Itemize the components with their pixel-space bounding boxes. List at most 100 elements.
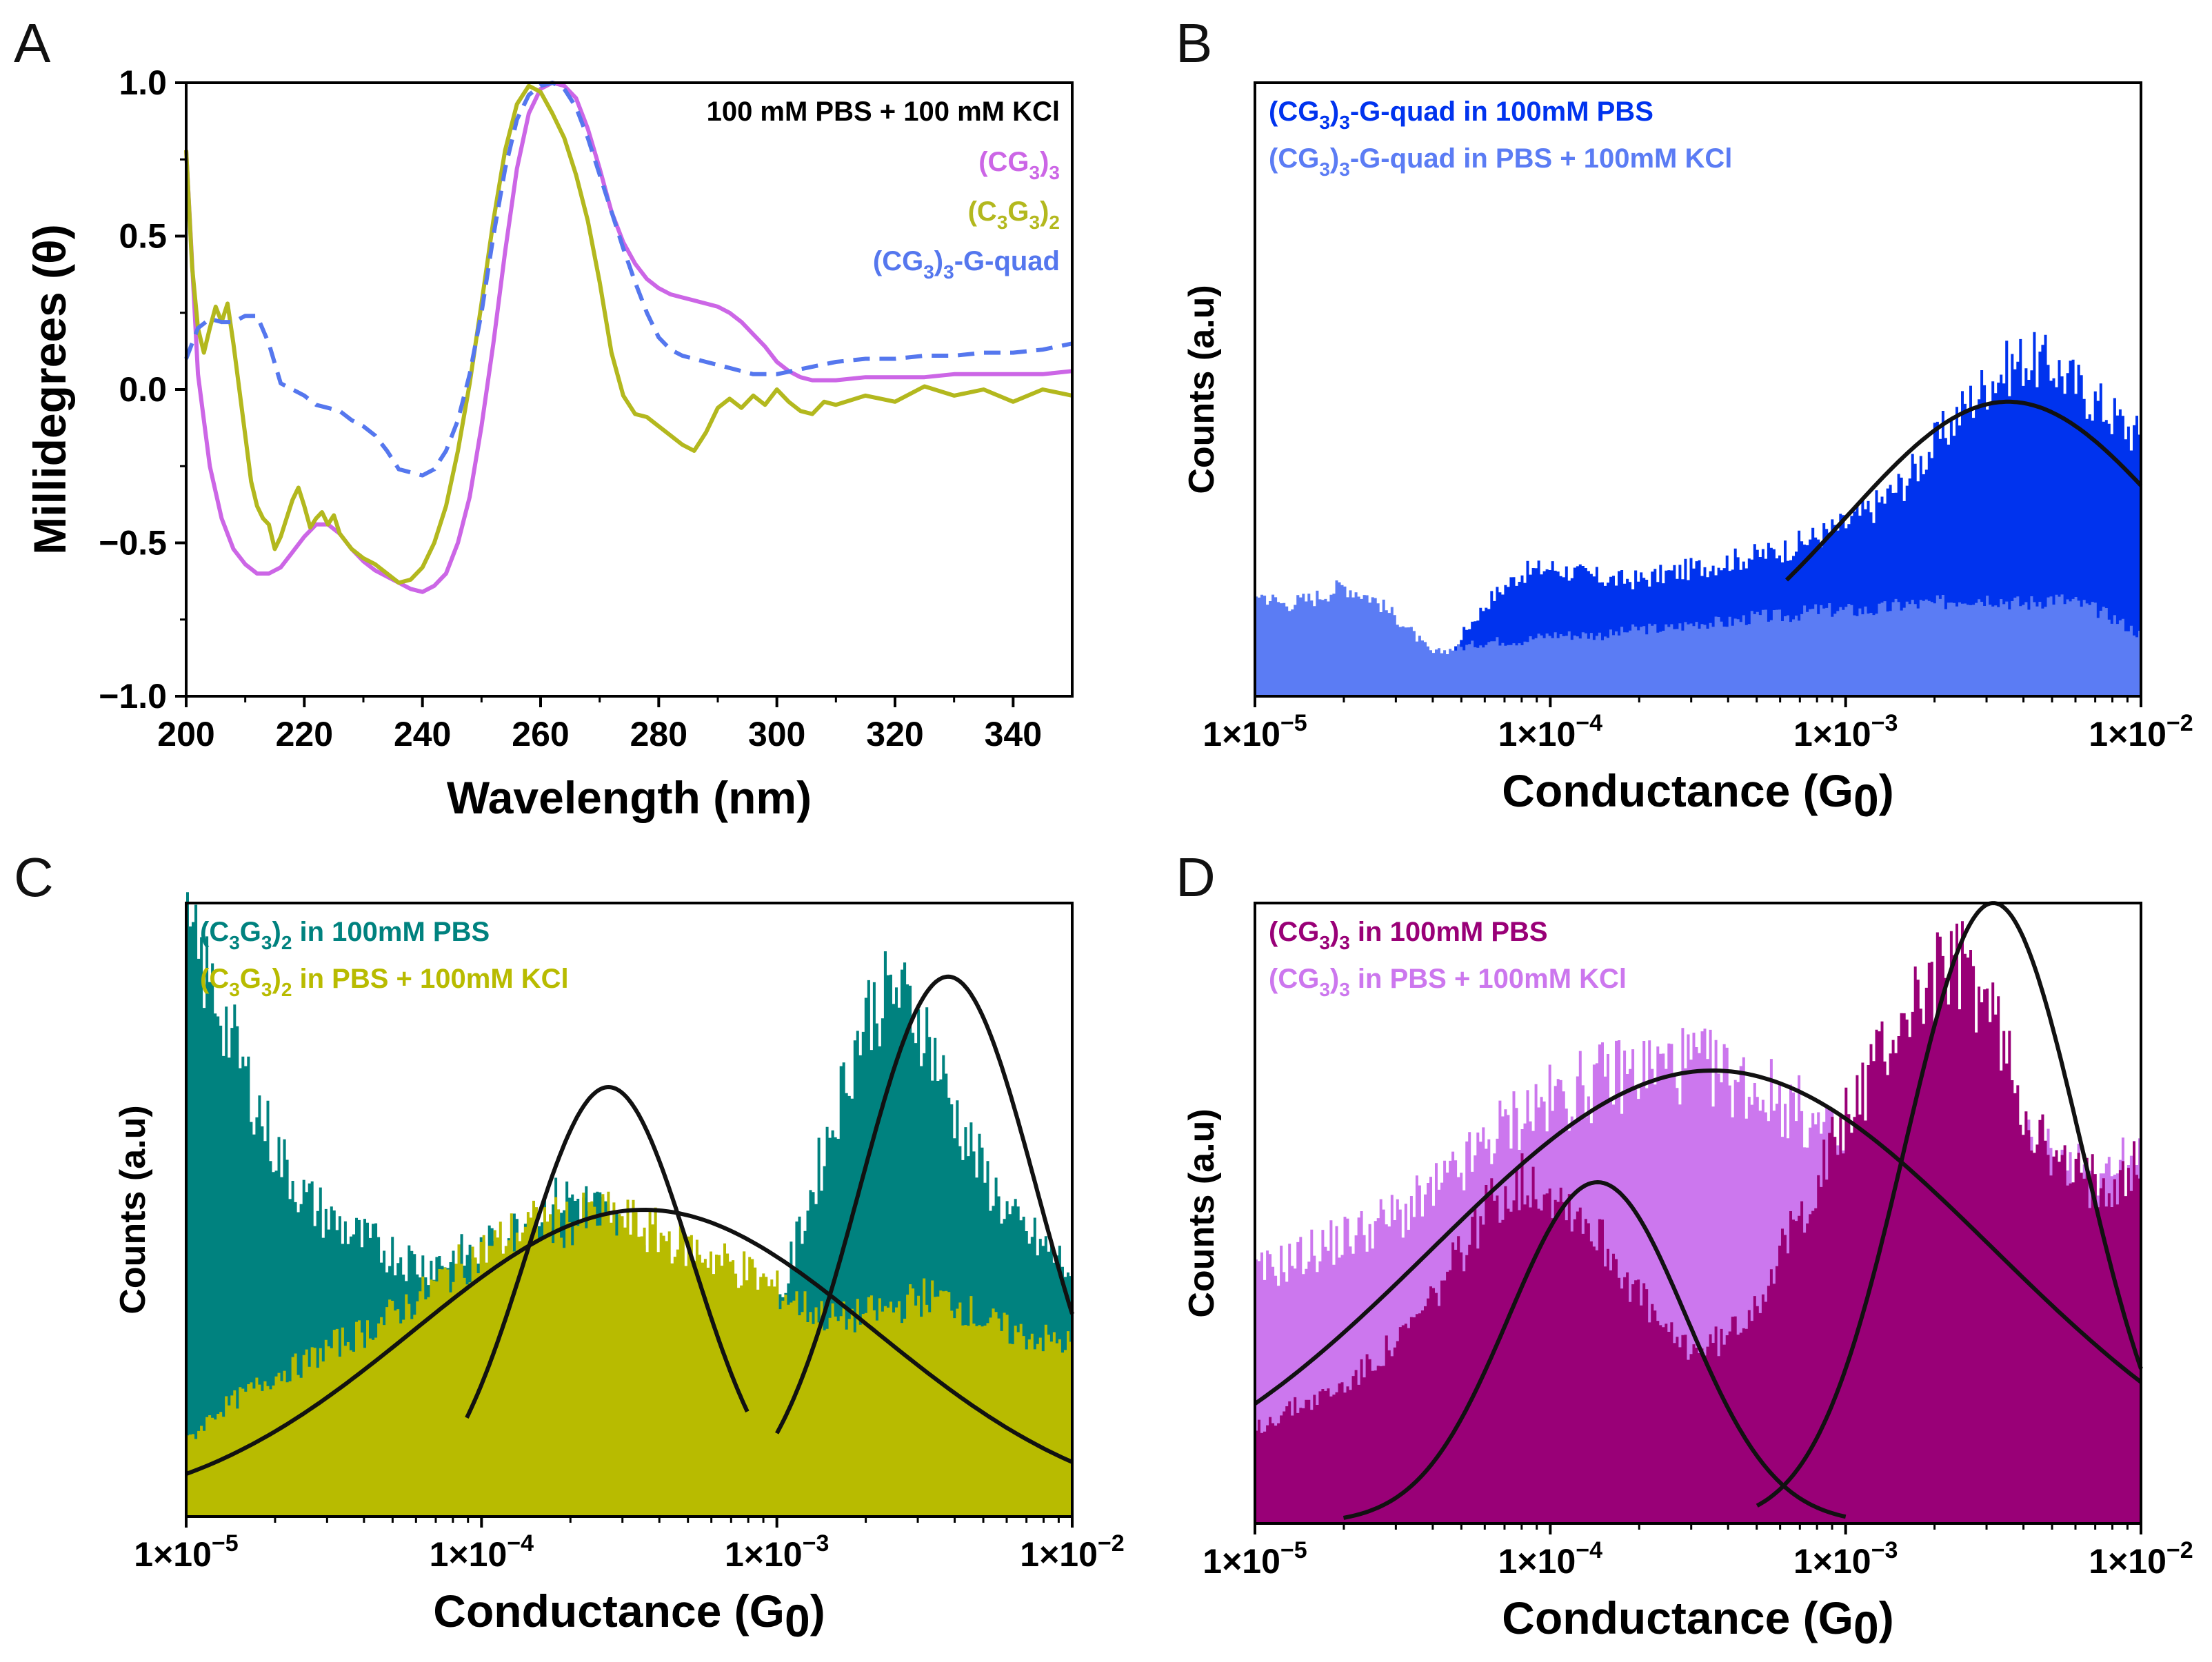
x-tick-label: 1×10−5 [1203,710,1307,753]
x-tick-label-base: 1×10 [725,1535,803,1574]
x-axis-title-text: Conductance (G [1502,1592,1853,1643]
legend-entry-0-sub: 3 [229,932,240,953]
x-tick-label-base: 1×10 [1498,1542,1576,1581]
legend-entry-1-text: G [1007,196,1029,227]
legend-entry-1-text: ) [1330,143,1339,174]
y-axis-title: Counts (a.u) [1182,1108,1222,1317]
histogram-1 [186,1191,1072,1517]
y-axis-title: Millidegrees (θ) [24,224,75,554]
legend-entry-2-text: (CG [873,246,923,276]
x-axis-title-sub: 0 [1853,1602,1879,1653]
fit-curve-4 [1254,1068,2142,1406]
x-tick-label-base: 1×10 [1793,715,1871,753]
y-axis-title: Counts (a.u) [1182,285,1222,494]
legend-entry-0-text: in 100mM PBS [292,917,490,947]
legend-entry-1: (CG3)3 in PBS + 100mM KCl [1269,964,1627,1000]
x-tick-label: 340 [985,715,1042,753]
legend-entry-1-text: ) [1040,196,1049,227]
fit-curve-2 [1784,399,2143,582]
x-tick-label: 1×10−2 [2089,710,2193,753]
y-tick-label: 0.0 [119,370,167,409]
legend-entry-0-text: (CG [978,147,1029,177]
series-line-2 [184,81,1073,478]
legend-entry-2-sub: 3 [923,261,934,283]
x-tick-label-exp: −4 [1576,1537,1602,1563]
x-tick-label: 1×10−4 [1498,710,1602,753]
x-tick-label-base: 1×10 [1498,715,1576,753]
x-axis-title-text: Conductance (G [433,1585,785,1636]
legend-entry-0: (CG3)3 in 100mM PBS [1269,917,1548,953]
x-tick-label: 300 [748,715,805,753]
x-tick-label: 1×10−3 [725,1530,829,1574]
legend-header: 100 mM PBS + 100 mM KCl [707,97,1060,127]
fit-curve-4 [185,1207,1074,1477]
x-tick-label: 280 [630,715,687,753]
legend-entry-0-sub: 3 [1319,932,1330,953]
legend-entry-0-text: G [240,917,261,947]
x-tick-label: 260 [512,715,569,753]
x-tick-label-exp: −2 [1098,1530,1125,1557]
legend-entry-0-text: (CG [1269,97,1319,127]
legend-entry-0-sub: 3 [1339,112,1350,133]
x-tick-label-exp: −2 [2166,710,2193,736]
x-tick-label-exp: −5 [1280,1537,1307,1563]
x-tick-label-exp: −5 [1280,710,1307,736]
series-line-0 [184,81,1073,594]
x-axis-title: Wavelength (nm) [447,772,812,823]
x-tick-label: 200 [157,715,214,753]
x-axis-title-sub: 0 [1853,775,1879,826]
y-tick-label: 0.5 [119,217,167,256]
legend-entry-0: (CG3)3 [978,147,1060,183]
x-axis-title-text: ) [810,1585,825,1636]
x-axis-title-sub: 0 [785,1595,810,1646]
legend-entry-0-sub: 3 [261,932,272,953]
panel-letter-c: C [14,847,54,908]
x-tick-label: 1×10−3 [1793,1537,1898,1581]
plot-frame [185,902,1074,1518]
x-tick-label-base: 1×10 [1203,1542,1280,1581]
y-tick-label: −1.0 [99,677,167,716]
legend-entry-2-text: -G-quad [954,246,1060,276]
legend-entry-1-text: in PBS + 100mM KCl [292,964,568,994]
legend-entry-1-text: ) [272,964,281,994]
legend-entry-1: (C3G3)2 [968,196,1060,233]
x-axis-title-text: ) [1879,1592,1894,1643]
legend-entry-1-text: (CG [1269,964,1319,994]
legend-entry-1-text: (CG [1269,143,1319,174]
legend-entry-0-sub: 2 [281,932,292,953]
x-tick-label-exp: −4 [507,1530,534,1557]
x-tick-label-base: 1×10 [2089,1542,2166,1581]
legend-entry-1: (CG3)3-G-quad in PBS + 100mM KCl [1269,143,1732,180]
x-axis-title: Conductance (G0) [1502,765,1893,826]
x-tick-label-base: 1×10 [430,1535,507,1574]
x-axis-title-text: Conductance (G [1502,765,1853,816]
x-tick-label-exp: −3 [1871,1537,1898,1563]
histogram-1 [1255,921,2141,1523]
legend-entry-1-sub: 3 [1029,212,1040,233]
legend-entry-0-text: -G-quad in 100mM PBS [1350,97,1653,127]
x-tick-label-base: 1×10 [134,1535,212,1574]
x-tick-label-base: 1×10 [2089,715,2166,753]
legend-entry-1-sub: 3 [997,212,1008,233]
y-axis-title: Counts (a.u) [113,1105,153,1314]
fit-curve-3 [775,974,1074,1435]
histogram-1 [1255,580,2141,696]
legend-entry-1-sub: 3 [1319,979,1330,1000]
fit-curve-2 [465,1084,750,1419]
legend-entry-0-text: ) [1330,917,1339,947]
legend-entry-1-text: ) [1330,964,1339,994]
x-tick-label: 240 [394,715,451,753]
legend-entry-1-sub: 2 [281,979,292,1000]
panel-a: 200 220 240 260 280 300 320 340 1.0 0.5 0.0 −0.5 −1.… [24,63,1074,823]
legend-entry-0-text: in 100mM PBS [1350,917,1548,947]
x-tick-label: 220 [276,715,333,753]
x-tick-label-exp: −3 [803,1530,830,1557]
x-tick-label: 1×10−2 [1020,1530,1124,1574]
legend-entry-1-text: (C [968,196,997,227]
x-tick-label-exp: −4 [1576,710,1602,736]
x-tick-label: 1×10−3 [1793,710,1898,753]
x-axis-title: Conductance (G0) [1502,1592,1893,1653]
